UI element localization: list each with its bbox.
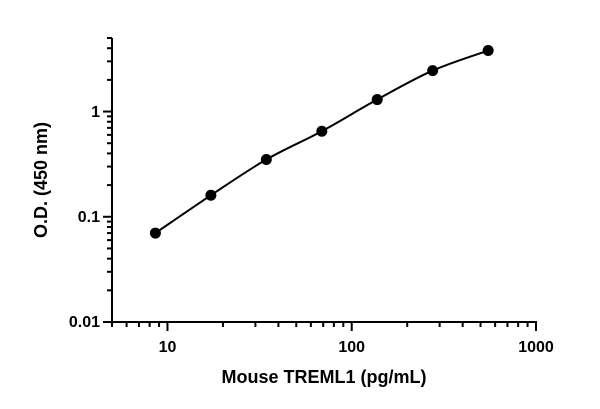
y-tick-label: 0.1 [78, 209, 100, 226]
data-point [371, 94, 383, 106]
x-tick-label: 1000 [518, 339, 554, 356]
data-point [260, 154, 272, 166]
data-point [316, 125, 328, 137]
x-tick-label: 10 [159, 339, 177, 356]
x-tick-label: 100 [338, 339, 365, 356]
data-point [427, 65, 439, 77]
y-axis-title: O.D. (450 nm) [31, 122, 51, 238]
data-point [205, 189, 217, 201]
y-tick-label: 1 [91, 104, 100, 121]
y-tick-label: 0.01 [69, 314, 100, 331]
x-axis-title: Mouse TREML1 (pg/mL) [222, 367, 427, 387]
data-point [482, 45, 494, 57]
data-point [149, 227, 161, 239]
fit-curve [154, 49, 489, 234]
